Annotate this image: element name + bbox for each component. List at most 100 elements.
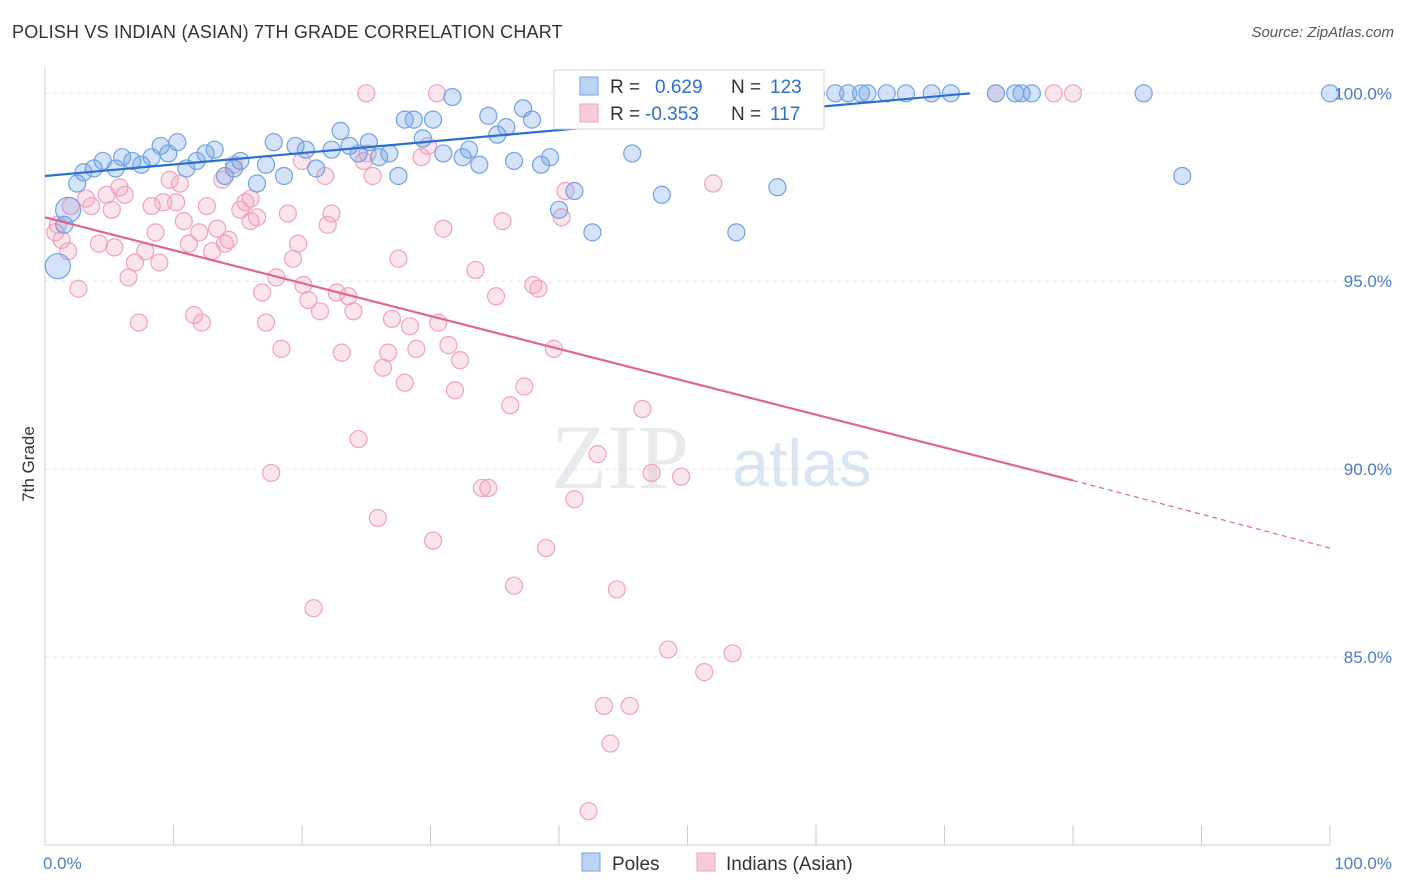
indians-point xyxy=(142,196,161,216)
indians-point xyxy=(363,166,382,186)
poles-point xyxy=(986,84,1006,103)
indians-point xyxy=(504,576,524,595)
poles-point xyxy=(264,133,283,152)
poles-point xyxy=(256,155,276,174)
poles-point xyxy=(858,84,877,103)
indians-point xyxy=(197,196,217,216)
legend-poles-swatch[interactable] xyxy=(581,852,601,872)
y-tick-label: 100.0% xyxy=(1334,84,1392,103)
indians-point xyxy=(272,339,291,358)
indians-point xyxy=(695,663,714,682)
poles-point xyxy=(826,84,845,103)
indians-point xyxy=(642,463,661,483)
poles-point xyxy=(307,159,326,178)
stats-indians-r-label: R = xyxy=(610,104,640,125)
indians-point xyxy=(160,170,179,189)
legend-indians-swatch[interactable] xyxy=(696,852,716,872)
poles-point xyxy=(504,151,524,171)
indians-point xyxy=(378,343,398,362)
indians-point xyxy=(620,696,639,716)
stats-indians-swatch xyxy=(579,103,599,123)
y-tick-label: 90.0% xyxy=(1344,460,1392,479)
poles-point xyxy=(1134,84,1153,103)
indians-point xyxy=(299,290,318,310)
indians-point xyxy=(601,734,620,753)
chart-source: Source: ZipAtlas.com xyxy=(1251,24,1394,41)
poles-point xyxy=(413,129,432,148)
indians-point xyxy=(304,599,323,618)
indians-point xyxy=(150,253,169,272)
indians-point xyxy=(671,467,691,486)
poles-point xyxy=(274,166,294,186)
poles-point xyxy=(583,223,602,242)
indians-point xyxy=(633,399,652,419)
poles-point xyxy=(380,144,399,163)
poles-point xyxy=(55,196,82,223)
poles-point xyxy=(522,110,542,129)
indians-point xyxy=(344,302,363,321)
indians-point xyxy=(256,313,276,332)
indians-point xyxy=(565,490,584,509)
poles-point xyxy=(389,166,408,186)
indians-point xyxy=(723,644,742,663)
legend-indians-label[interactable]: Indians (Asian) xyxy=(726,854,853,875)
poles-point xyxy=(479,106,498,125)
poles-point xyxy=(497,118,516,137)
legend-poles-label[interactable]: Poles xyxy=(612,854,660,875)
poles-point xyxy=(839,84,858,103)
poles-point xyxy=(459,140,479,159)
poles-point xyxy=(768,178,787,197)
stats-indians-r-value: -0.353 xyxy=(645,104,699,125)
indians-point xyxy=(129,313,148,332)
indians-point xyxy=(479,478,498,498)
tick-labels: 100.0% 95.0% 90.0% 85.0% 0.0% 100.0% xyxy=(43,84,1392,873)
poles-point xyxy=(922,84,941,103)
indians-point xyxy=(389,249,408,268)
poles-point xyxy=(123,151,142,171)
indians-point xyxy=(1044,84,1063,103)
poles-point xyxy=(941,84,961,103)
indians-point xyxy=(241,189,260,208)
indians-point xyxy=(82,196,101,216)
poles-point xyxy=(112,148,132,167)
indians-point xyxy=(450,351,470,370)
indians-point xyxy=(215,234,234,253)
indians-point xyxy=(434,219,453,238)
poles-point xyxy=(231,151,250,171)
indians-point xyxy=(1063,84,1083,103)
poles-point xyxy=(1320,84,1340,103)
indians-point xyxy=(146,223,165,242)
axes xyxy=(44,67,1331,846)
indians-point xyxy=(537,538,556,558)
indians-point xyxy=(659,640,678,659)
indians-point xyxy=(170,174,190,193)
poles-point xyxy=(896,84,916,103)
indians-point xyxy=(283,249,303,268)
poles-point xyxy=(168,133,187,152)
poles-point xyxy=(370,148,389,167)
indians-point xyxy=(493,211,512,231)
poles-point xyxy=(1012,84,1031,103)
stats-indians-n-label: N = xyxy=(731,104,761,125)
poles-point xyxy=(453,148,472,167)
indians-point xyxy=(579,802,598,821)
indians-point xyxy=(588,445,607,464)
indians-point xyxy=(357,84,376,103)
poles-point xyxy=(727,223,746,242)
indians-point xyxy=(407,339,426,358)
poles-point xyxy=(247,174,267,193)
indians-point xyxy=(69,279,88,298)
indians-point xyxy=(166,193,186,212)
indians-point xyxy=(52,230,71,249)
indians-point xyxy=(154,193,173,212)
poles-point xyxy=(132,155,151,174)
poles-point xyxy=(549,200,569,219)
indians-point xyxy=(105,238,124,257)
poles-point xyxy=(443,87,462,107)
poles-point xyxy=(434,144,453,163)
indians-point xyxy=(466,260,485,280)
poles-point xyxy=(540,148,560,167)
indians-point xyxy=(208,219,227,238)
indians-point xyxy=(310,302,330,321)
indians-point xyxy=(439,336,458,355)
